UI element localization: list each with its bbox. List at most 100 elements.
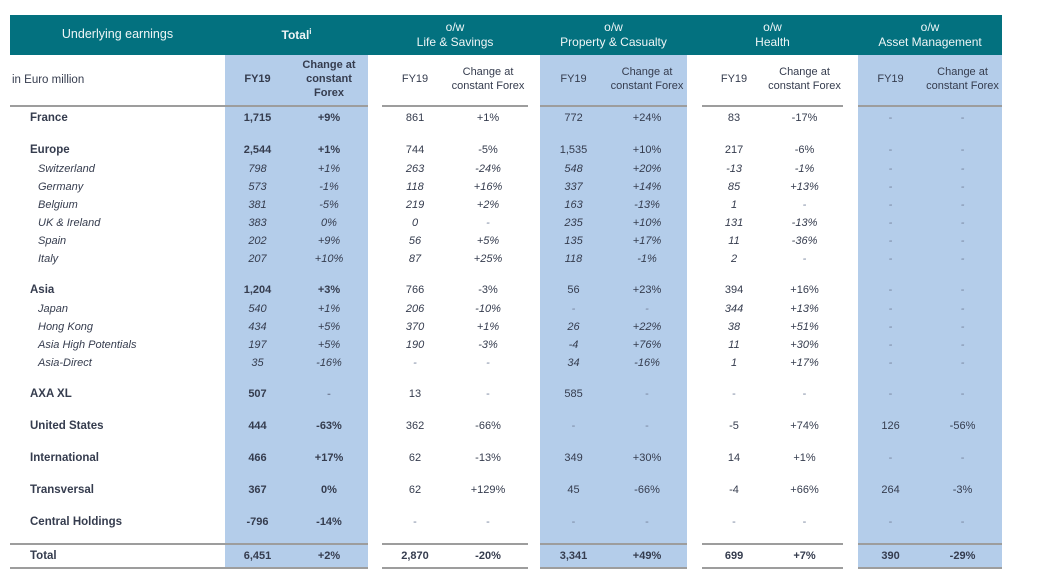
table-row-transversal: Transversal 367 0% 62 +129% 45 -66% -4 +66% 264 -3… (10, 479, 1003, 500)
fy19-value-health: 11 (728, 235, 740, 247)
change-value-property-casualty: +76% (607, 336, 688, 354)
fy19-value-property-casualty: - (540, 511, 608, 532)
change-value-asset-management: - (923, 139, 1003, 160)
fy19-value-life-savings: 62 (408, 483, 422, 496)
change-value-asset-management: - (923, 383, 1003, 404)
group-gap (687, 336, 702, 354)
change-value-asset-management: -3% (923, 479, 1003, 500)
change-value-life-savings: - (486, 357, 490, 369)
change-value-health: -6% (794, 143, 815, 156)
change-value-total: -1% (290, 178, 369, 196)
table-row-switzerland: Switzerland 798 +1% 263 -24% 548 +20% -13 -1% - - (10, 160, 1003, 178)
group-gap (528, 300, 540, 318)
row-label: Central Holdings (30, 515, 123, 528)
spacer-cell (368, 532, 382, 544)
change-header-life-savings: Change at constant Forex (448, 55, 529, 107)
fy19-value-life-savings: 62 (408, 451, 422, 464)
fy19-value-total: 381 (225, 196, 290, 214)
spacer-cell (766, 436, 843, 447)
change-value-health: - (802, 387, 807, 400)
group-gap (687, 354, 702, 372)
spacer-cell (687, 532, 702, 544)
change-value-asset-management: - (923, 160, 1003, 178)
change-value-health: +1% (793, 451, 816, 464)
fy19-value-life-savings: 13 (408, 387, 422, 400)
change-value-asset-management: -29% (923, 543, 1003, 569)
fy19-value-health: 83 (727, 111, 741, 124)
group-gap (368, 250, 382, 268)
change-value-life-savings: +1% (476, 111, 500, 124)
subhead-spacer (843, 55, 858, 106)
spacer-cell (368, 404, 382, 415)
fy19-value-life-savings: 56 (408, 235, 422, 247)
group-gap (843, 196, 858, 214)
fy19-value-property-casualty: 337 (540, 178, 608, 196)
column-group-header-total: Totali (225, 15, 369, 55)
fy19-value-total: 2,544 (225, 139, 290, 160)
banner-spacer (368, 15, 383, 55)
spacer-cell (540, 268, 608, 279)
group-gap (843, 160, 858, 178)
group-gap (368, 232, 382, 250)
change-value-health: +17% (790, 357, 819, 369)
fy19-value-total: 507 (225, 383, 290, 404)
table-row-central-holdings: Central Holdings -796 -14% - - - - - - - - (10, 511, 1003, 532)
fy19-value-total: 197 (225, 336, 290, 354)
fy19-header-total: FY19 (225, 55, 290, 107)
change-value-life-savings: - (486, 217, 490, 229)
row-label: Transversal (30, 483, 94, 496)
change-value-health: +7% (766, 543, 844, 569)
fy19-value-health: -5 (729, 419, 739, 432)
fy19-value-total: 466 (225, 447, 290, 468)
table-row-axa-xl: AXA XL 507-13-585- - - - - (10, 383, 1003, 404)
change-value-asset-management: - (923, 318, 1003, 336)
fy19-value-health: 217 (724, 143, 744, 156)
change-value-property-casualty: -13% (607, 196, 688, 214)
group-title-line1: o/w (445, 20, 465, 34)
group-gap (368, 106, 382, 128)
fy19-value-health: 2 (730, 253, 738, 265)
fy19-value-total: 573 (225, 178, 290, 196)
fy19-value-asset-management: 126 (858, 415, 924, 436)
group-gap (368, 160, 382, 178)
spacer-cell (540, 128, 608, 139)
spacer-cell (923, 468, 1003, 479)
change-value-health: -36% (791, 235, 818, 247)
spacer-cell (766, 468, 843, 479)
group-gap (843, 214, 858, 232)
change-value-health: - (802, 515, 807, 528)
group-gap (843, 479, 858, 500)
change-value-property-casualty: - (607, 511, 688, 532)
change-value-health: - (802, 199, 807, 211)
spacer-cell (382, 468, 448, 479)
change-value-health: -17% (791, 111, 818, 124)
change-value-asset-management: -56% (923, 415, 1003, 436)
spacer-cell (687, 268, 702, 279)
change-value-asset-management: - (923, 214, 1003, 232)
group-gap (687, 511, 702, 532)
change-value-asset-management: - (923, 354, 1003, 372)
spacer-cell (923, 404, 1003, 415)
group-gap (687, 318, 702, 336)
row-label: AXA XL (30, 387, 72, 400)
group-gap (528, 139, 540, 160)
change-value-property-casualty: +24% (607, 106, 688, 128)
change-value-life-savings: -24% (475, 163, 501, 175)
table-row-italy: Italy 207 +10% 87 +25% 118 -1% 2- - - (10, 250, 1003, 268)
spacer-cell (607, 468, 688, 479)
change-value-property-casualty: +23% (607, 279, 688, 300)
change-value-total: +9% (290, 232, 369, 250)
change-value-life-savings: +5% (476, 235, 500, 247)
table-row-uk-ireland: UK & Ireland 383 0% 0-235 +10% 131 -13% - - (10, 214, 1003, 232)
group-title-line2: Asset Management (878, 35, 982, 49)
change-value-life-savings: -66% (475, 419, 501, 432)
change-value-property-casualty: +10% (607, 139, 688, 160)
spacer-cell (607, 372, 688, 383)
fy19-value-total: -796 (225, 511, 290, 532)
spacer-cell (687, 436, 702, 447)
group-gap (368, 279, 382, 300)
spacer-cell (858, 128, 924, 139)
change-value-health: - (802, 253, 807, 265)
group-gap (528, 160, 540, 178)
change-value-asset-management: - (923, 511, 1003, 532)
